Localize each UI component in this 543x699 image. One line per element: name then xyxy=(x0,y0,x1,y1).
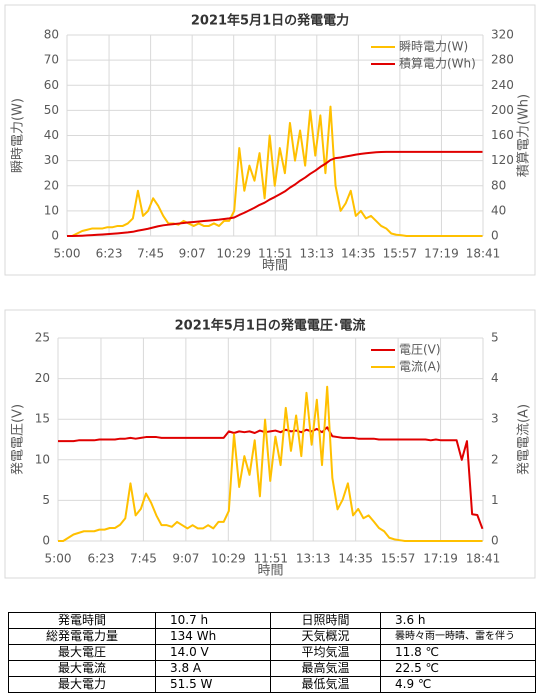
y2-tick-label: 80 xyxy=(491,178,506,192)
table-body: 発電時間 10.7 h 日照時間 3.6 h 総発電電力量 134 Wh 天気概況 曇時々雨一… xyxy=(8,612,536,693)
table-value: 134 Wh xyxy=(155,628,271,645)
y2-tick-label: 200 xyxy=(491,103,514,117)
series-line xyxy=(67,105,483,237)
x-tick-label: 11:51 xyxy=(258,247,293,261)
y-tick-label: 70 xyxy=(44,53,59,67)
x-tick-label: 13:13 xyxy=(300,247,335,261)
x-tick-label: 17:19 xyxy=(423,552,458,566)
x-axis-title: 時間 xyxy=(262,259,288,274)
y-tick-label: 30 xyxy=(44,153,59,167)
y2-tick-label: 240 xyxy=(491,78,514,92)
table-value: 11.8 ℃ xyxy=(380,644,536,661)
x-tick-label: 18:41 xyxy=(466,247,501,261)
table-value: 3.8 A xyxy=(155,660,271,677)
table-key: 平均気温 xyxy=(270,644,381,661)
y2-axis-title: 積算電力(Wh) xyxy=(517,94,532,177)
y2-tick-label: 280 xyxy=(491,53,514,67)
x-axis-title: 時間 xyxy=(257,564,283,579)
table-key: 最大電流 xyxy=(8,660,156,677)
y2-tick-label: 5 xyxy=(491,331,499,345)
x-tick-label: 7:45 xyxy=(137,247,164,261)
y-tick-label: 10 xyxy=(35,452,50,466)
y-axis-title: 発電電圧(V) xyxy=(11,404,26,475)
y-tick-label: 40 xyxy=(44,128,59,142)
y-tick-label: 20 xyxy=(44,178,59,192)
x-tick-label: 15:57 xyxy=(383,247,418,261)
y2-tick-label: 0 xyxy=(491,229,499,243)
x-tick-label: 14:35 xyxy=(341,247,376,261)
series-line xyxy=(67,150,483,237)
chart-title: 2021年5月1日の発電電圧･電流 xyxy=(175,318,366,334)
series-line xyxy=(58,426,484,530)
legend-label: 瞬時電力(W) xyxy=(399,40,468,54)
x-tick-label: 10:29 xyxy=(211,552,246,566)
y-tick-label: 0 xyxy=(42,534,50,548)
x-tick-label: 18:41 xyxy=(466,552,501,566)
table-key: 最大電圧 xyxy=(8,644,156,661)
table-key: 天気概況 xyxy=(270,628,381,645)
y2-tick-label: 320 xyxy=(491,28,514,42)
y2-tick-label: 120 xyxy=(491,153,514,167)
x-tick-label: 13:13 xyxy=(296,552,331,566)
y-tick-label: 50 xyxy=(44,103,59,117)
x-tick-label: 7:45 xyxy=(130,552,157,566)
table-value: 曇時々雨一時晴、雷を伴う xyxy=(380,628,536,645)
legend-label: 積算電力(Wh) xyxy=(399,56,476,71)
table-value: 3.6 h xyxy=(380,612,536,629)
series-line xyxy=(58,385,483,542)
x-tick-label: 6:23 xyxy=(87,552,114,566)
summary-table: 発電時間 10.7 h 日照時間 3.6 h 総発電電力量 134 Wh 天気概況 曇時々雨一… xyxy=(8,612,536,693)
y-axis-title: 瞬時電力(W) xyxy=(11,98,26,173)
y-tick-label: 60 xyxy=(44,78,59,92)
table-key: 総発電電力量 xyxy=(8,628,156,645)
y2-tick-label: 1 xyxy=(491,493,499,507)
y2-tick-label: 3 xyxy=(491,412,499,426)
charts: 0102030405060708004080120160200240280320… xyxy=(4,4,536,579)
table-value: 14.0 V xyxy=(155,644,271,661)
y2-tick-label: 160 xyxy=(491,128,514,142)
table-row: 総発電電力量 134 Wh 天気概況 曇時々雨一時晴、雷を伴う xyxy=(8,628,536,645)
y-tick-label: 10 xyxy=(44,203,59,217)
chart-title: 2021年5月1日の発電電力 xyxy=(191,13,349,29)
legend-label: 電圧(V) xyxy=(399,343,441,357)
y-tick-label: 5 xyxy=(42,493,50,507)
y-tick-label: 80 xyxy=(44,28,59,42)
table-key: 最高気温 xyxy=(270,660,381,677)
table-value: 51.5 W xyxy=(155,676,271,693)
table-key: 発電時間 xyxy=(8,612,156,629)
table-row: 最大電流 3.8 A 最高気温 22.5 ℃ xyxy=(8,660,536,677)
table-key: 最低気温 xyxy=(270,676,381,693)
table-value: 10.7 h xyxy=(155,612,271,629)
y2-tick-label: 4 xyxy=(491,371,499,385)
chart-frame xyxy=(4,309,536,579)
table-value: 22.5 ℃ xyxy=(380,660,536,677)
x-tick-label: 11:51 xyxy=(253,552,288,566)
legend-label: 電流(A) xyxy=(399,360,441,374)
table-key: 最大電力 xyxy=(8,676,156,693)
y-tick-label: 0 xyxy=(51,229,59,243)
y2-tick-label: 40 xyxy=(491,203,506,217)
table-value: 4.9 ℃ xyxy=(380,676,536,693)
x-tick-label: 5:00 xyxy=(54,247,81,261)
table-row: 発電時間 10.7 h 日照時間 3.6 h xyxy=(8,612,536,629)
x-tick-label: 17:19 xyxy=(424,247,459,261)
table-key: 日照時間 xyxy=(270,612,381,629)
y-tick-label: 20 xyxy=(35,371,50,385)
y2-tick-label: 2 xyxy=(491,452,499,466)
y-tick-label: 15 xyxy=(35,412,50,426)
x-tick-label: 9:07 xyxy=(172,552,199,566)
x-tick-label: 14:35 xyxy=(338,552,373,566)
x-tick-label: 9:07 xyxy=(179,247,206,261)
x-tick-label: 6:23 xyxy=(96,247,123,261)
table-row: 最大電力 51.5 W 最低気温 4.9 ℃ xyxy=(8,676,536,693)
y2-tick-label: 0 xyxy=(491,534,499,548)
x-tick-label: 5:00 xyxy=(45,552,72,566)
table-row: 最大電圧 14.0 V 平均気温 11.8 ℃ xyxy=(8,644,536,661)
y-tick-label: 25 xyxy=(35,331,50,345)
y2-axis-title: 発電電流(A) xyxy=(517,404,532,475)
x-tick-label: 10:29 xyxy=(216,247,251,261)
x-tick-label: 15:57 xyxy=(381,552,416,566)
